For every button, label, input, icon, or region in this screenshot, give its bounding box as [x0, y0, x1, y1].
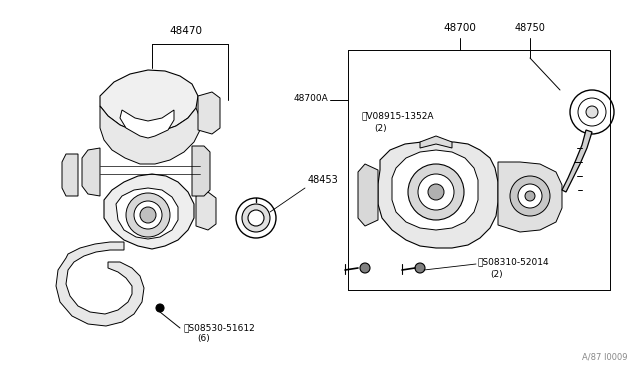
- Polygon shape: [56, 242, 144, 326]
- Circle shape: [408, 164, 464, 220]
- Circle shape: [428, 184, 444, 200]
- Text: 48470: 48470: [170, 26, 202, 36]
- Circle shape: [415, 263, 425, 273]
- Text: 48453: 48453: [308, 175, 339, 185]
- Circle shape: [360, 263, 370, 273]
- Polygon shape: [116, 188, 178, 239]
- Polygon shape: [420, 136, 452, 148]
- Circle shape: [418, 174, 454, 210]
- Polygon shape: [104, 174, 194, 249]
- Text: (2): (2): [374, 124, 387, 132]
- Circle shape: [525, 191, 535, 201]
- Text: ⓃS08310-52014: ⓃS08310-52014: [478, 257, 550, 266]
- Circle shape: [134, 201, 162, 229]
- Text: 48750: 48750: [515, 23, 545, 33]
- Polygon shape: [100, 70, 198, 133]
- Polygon shape: [192, 146, 210, 196]
- Polygon shape: [198, 92, 220, 134]
- Circle shape: [236, 198, 276, 238]
- Polygon shape: [120, 110, 174, 138]
- Text: 48700A: 48700A: [293, 93, 328, 103]
- Circle shape: [578, 98, 606, 126]
- Polygon shape: [100, 106, 200, 164]
- Circle shape: [586, 106, 598, 118]
- Polygon shape: [82, 148, 100, 196]
- Circle shape: [518, 184, 542, 208]
- Text: ⓃS08530-51612: ⓃS08530-51612: [183, 324, 255, 333]
- Text: A/87 I0009: A/87 I0009: [582, 353, 628, 362]
- Polygon shape: [378, 142, 498, 248]
- Text: (2): (2): [490, 269, 502, 279]
- Circle shape: [242, 204, 270, 232]
- Circle shape: [156, 304, 164, 312]
- Polygon shape: [196, 192, 216, 230]
- Polygon shape: [562, 130, 592, 192]
- Circle shape: [510, 176, 550, 216]
- Polygon shape: [392, 150, 478, 230]
- Circle shape: [140, 207, 156, 223]
- Polygon shape: [62, 154, 78, 196]
- Polygon shape: [358, 164, 378, 226]
- Circle shape: [126, 193, 170, 237]
- Text: (6): (6): [197, 334, 210, 343]
- Text: 48700: 48700: [444, 23, 476, 33]
- Circle shape: [248, 210, 264, 226]
- Polygon shape: [498, 162, 562, 232]
- Circle shape: [570, 90, 614, 134]
- Text: ⓋV08915-1352A: ⓋV08915-1352A: [362, 112, 435, 121]
